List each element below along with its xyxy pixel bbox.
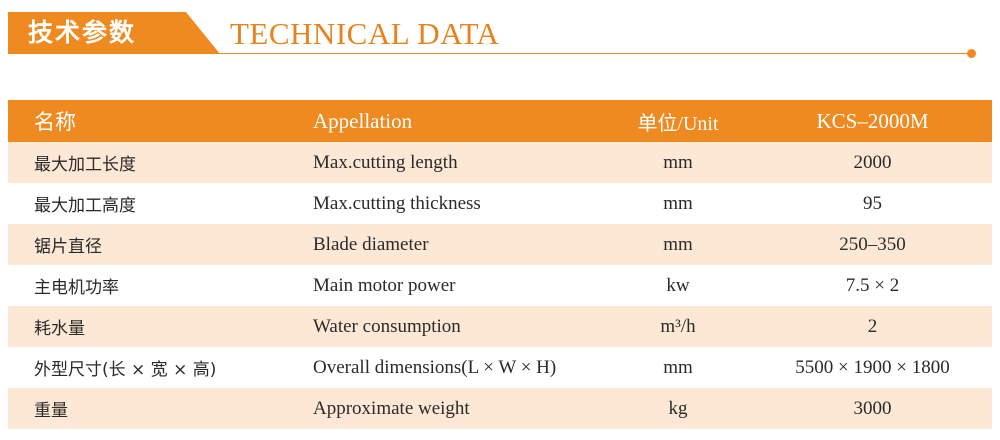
section-tab: 技术参数 [8,12,220,54]
column-header-model: KCS–2000M [816,108,929,133]
cell-appellation: Blade diameter [313,233,429,255]
technical-data-table: 名称 Appellation 单位/Unit KCS–2000M 最大加工长度 … [8,100,992,429]
cell-appellation: Water consumption [313,315,461,337]
cell-unit: kw [666,274,690,296]
cell-name: 耗水量 [34,319,85,339]
header-divider [8,53,972,54]
cell-unit: mm [663,233,693,255]
cell-appellation: Overall dimensions(L × W × H) [313,356,557,378]
column-header-unit: 单位/Unit [637,112,719,135]
table-row: 主电机功率 Main motor power kw 7.5 × 2 [8,265,992,306]
cell-name: 重量 [34,401,68,421]
cell-name: 外型尺寸(长 × 宽 × 高) [34,360,217,380]
cell-value: 95 [863,192,882,214]
cell-name: 主电机功率 [34,278,119,298]
section-header: 技术参数 TECHNICAL DATA [0,0,1000,60]
cell-appellation: Main motor power [313,274,456,296]
table-row: 锯片直径 Blade diameter mm 250–350 [8,224,992,265]
cell-value: 2 [867,315,878,337]
table-row: 耗水量 Water consumption m³/h 2 [8,306,992,347]
cell-unit: mm [663,192,693,214]
cell-unit: mm [663,151,693,173]
cell-appellation: Max.cutting thickness [313,192,481,214]
cell-unit: kg [668,397,688,419]
column-header-name: 名称 [34,110,76,134]
cell-value: 3000 [853,397,892,419]
cell-value: 250–350 [839,233,906,255]
cell-value: 7.5 × 2 [845,274,900,296]
section-title-cn: 技术参数 [28,18,137,47]
cell-appellation: Approximate weight [313,397,470,419]
cell-value: 5500 × 1900 × 1800 [795,356,950,378]
column-header-appellation: Appellation [313,108,413,133]
table-row: 重量 Approximate weight kg 3000 [8,388,992,429]
table-row: 最大加工高度 Max.cutting thickness mm 95 [8,183,992,224]
section-title-en: TECHNICAL DATA [230,16,500,51]
table-row: 外型尺寸(长 × 宽 × 高) Overall dimensions(L × W… [8,347,992,388]
cell-name: 最大加工高度 [34,196,136,216]
cell-name: 最大加工长度 [34,155,136,175]
cell-value: 2000 [853,151,892,173]
table-row: 最大加工长度 Max.cutting length mm 2000 [8,142,992,183]
cell-name: 锯片直径 [34,237,102,257]
cell-appellation: Max.cutting length [313,151,458,173]
table-header-row: 名称 Appellation 单位/Unit KCS–2000M [8,100,992,142]
divider-dot [967,49,976,58]
cell-unit: mm [663,356,693,378]
cell-unit: m³/h [660,315,696,337]
